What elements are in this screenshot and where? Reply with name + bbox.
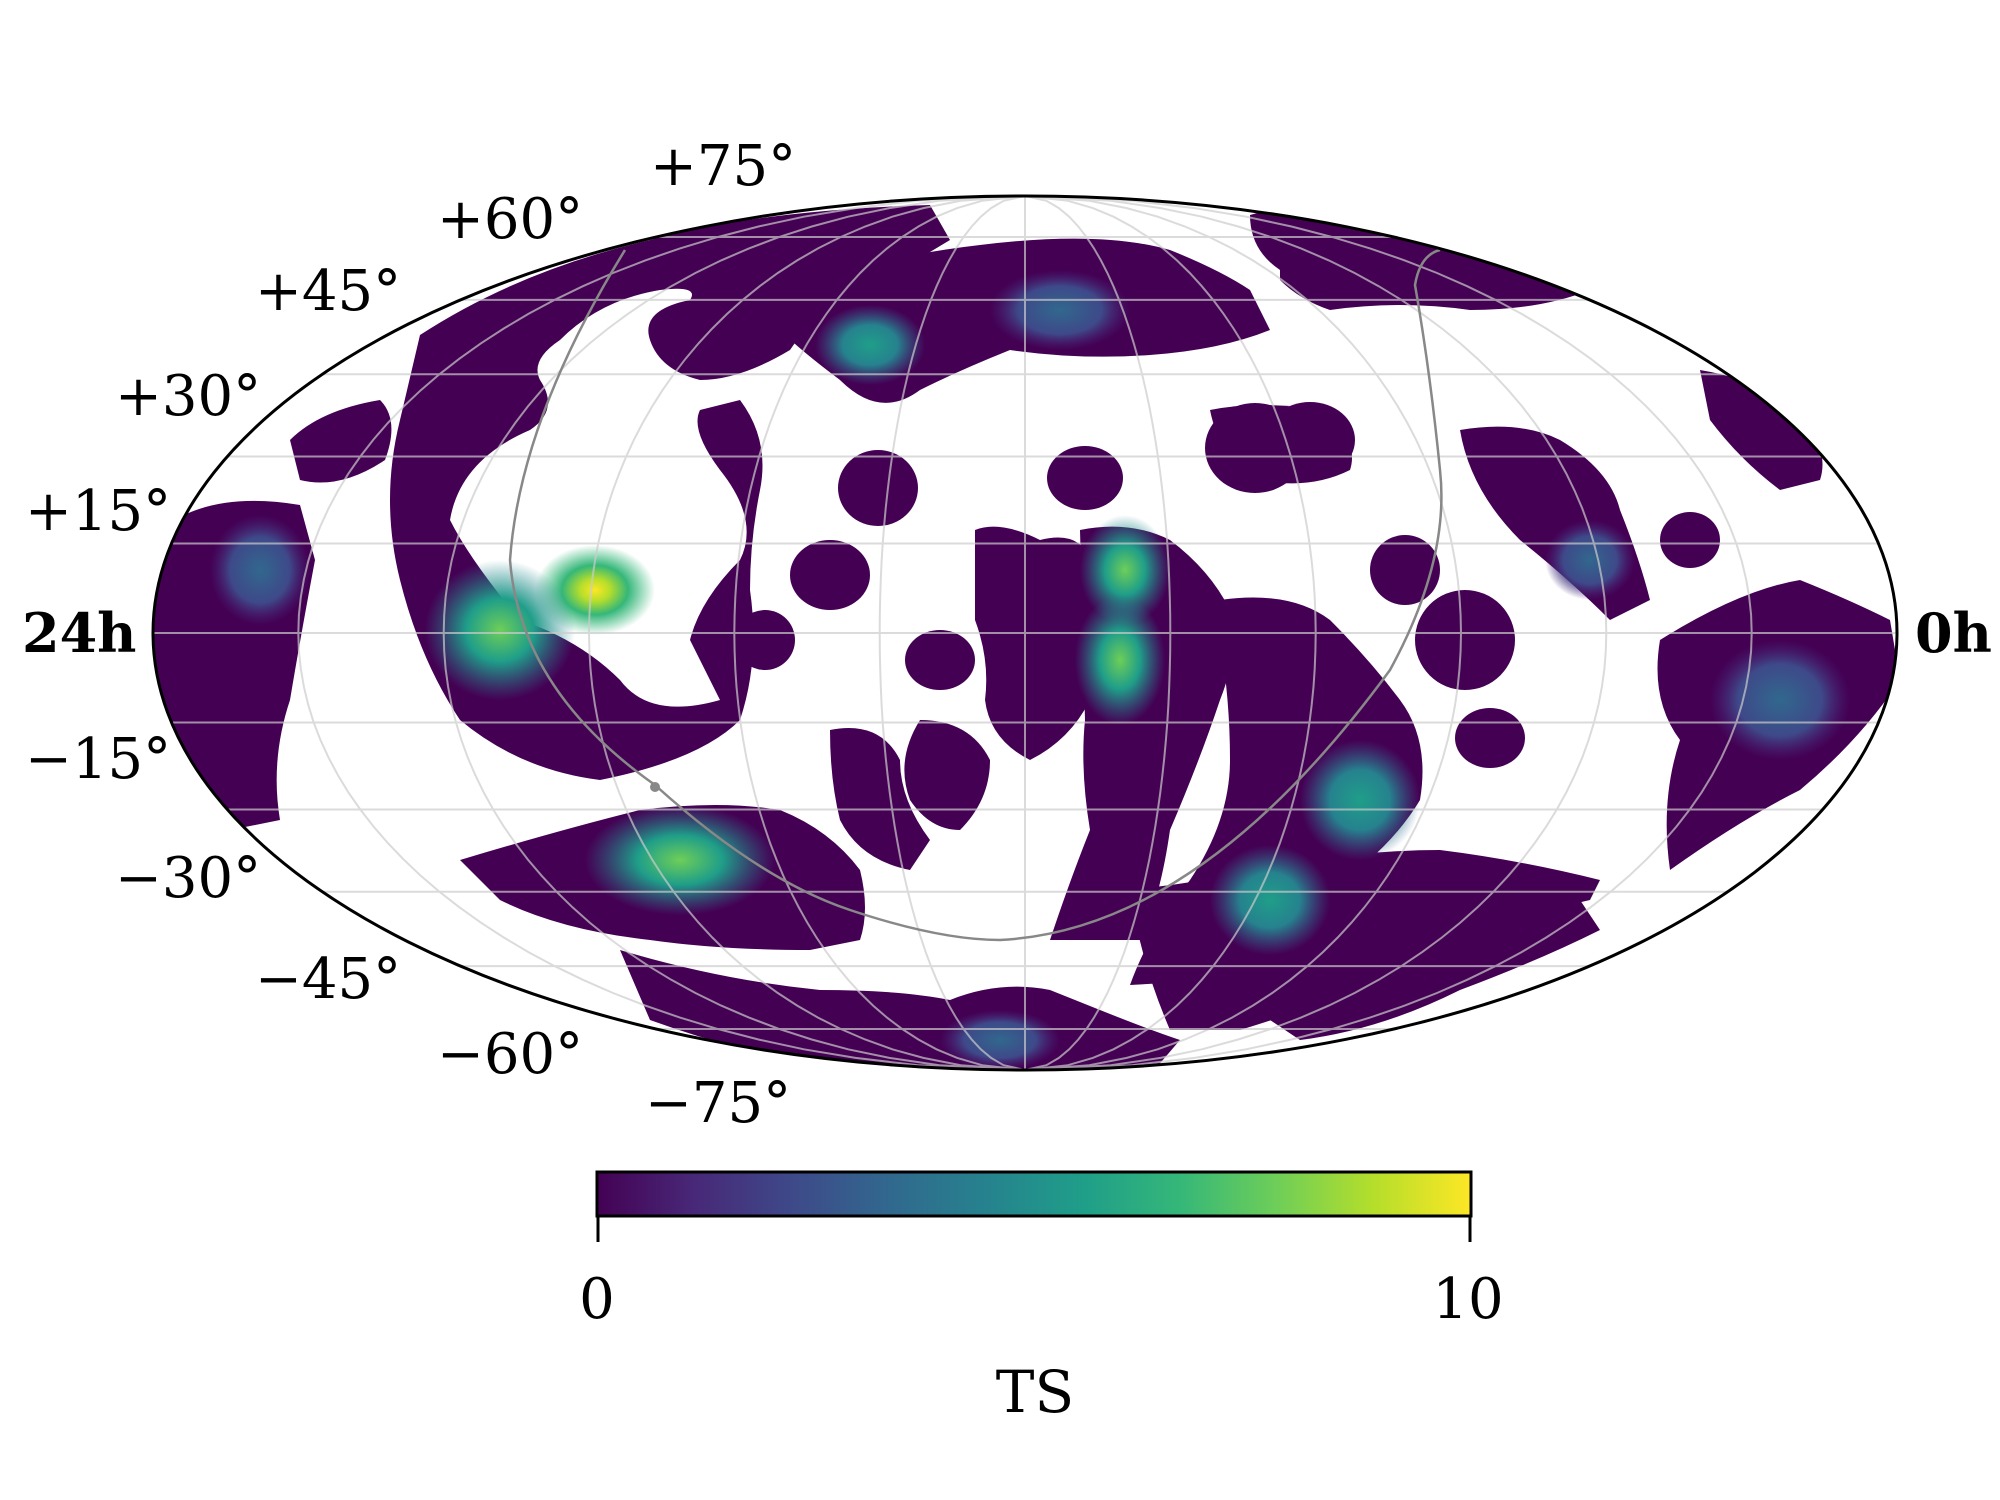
- ts-hotspot: [210, 515, 310, 625]
- dec-label-minus-30: −30°: [115, 846, 261, 911]
- galactic-plane-curve: [508, 248, 1443, 942]
- dec-label-plus-60: +60°: [437, 187, 583, 252]
- ts-map-area: [153, 196, 1897, 1070]
- ts-region: [904, 720, 990, 830]
- dec-label-plus-45: +45°: [255, 259, 401, 324]
- ts-hotspot: [1545, 520, 1635, 600]
- colorbar-title: TS: [996, 1358, 1074, 1426]
- ts-region: [1455, 708, 1525, 768]
- dec-label-minus-15: −15°: [25, 727, 171, 792]
- graticule-meridian: [1024, 196, 1172, 1070]
- dec-label-minus-45: −45°: [255, 947, 401, 1012]
- graticule-meridian: [587, 196, 1026, 1070]
- ts-region: [1700, 370, 1823, 490]
- galactic-center-marker: [650, 782, 660, 792]
- ts-hotspot: [1080, 515, 1170, 625]
- ts-hotspot: [990, 270, 1130, 350]
- colorbar-max-label: 10: [1432, 1267, 1503, 1332]
- ts-region: [830, 728, 930, 870]
- ts-region: [790, 540, 870, 610]
- colorbar-gradient: [595, 1170, 1473, 1218]
- ts-hotspot: [585, 805, 775, 915]
- graticule-meridian: [297, 196, 1026, 1070]
- dec-label-plus-30: +30°: [115, 364, 261, 429]
- ts-region: [290, 400, 392, 483]
- ts-hotspot: [425, 560, 575, 700]
- ts-hotspot: [1210, 845, 1330, 955]
- graticule-meridian: [1024, 196, 1317, 1070]
- dec-label-minus-75: −75°: [645, 1071, 791, 1136]
- ts-region: [905, 630, 975, 690]
- colorbar-min-label: 0: [579, 1267, 615, 1332]
- graticule: [153, 196, 1897, 1070]
- ra-label-left: 24h: [22, 601, 136, 665]
- ts-region: [1370, 535, 1440, 605]
- graticule-meridian: [1024, 196, 1608, 1070]
- graticule-meridian: [442, 196, 1026, 1070]
- colorbar: 0 10 TS: [579, 1170, 1504, 1426]
- ts-region: [1660, 512, 1720, 568]
- dec-label-plus-15: +15°: [25, 479, 171, 544]
- ts-region: [1047, 446, 1123, 510]
- graticule-meridian: [878, 196, 1026, 1070]
- ra-label-right: 0h: [1915, 601, 1992, 665]
- ts-region: [1280, 228, 1590, 310]
- ts-region: [735, 610, 795, 670]
- graticule-meridian: [1024, 196, 1753, 1070]
- ts-region: [975, 526, 1095, 760]
- ts-hotspot: [815, 305, 925, 385]
- ts-hotspot: [1300, 740, 1420, 860]
- ts-region: [838, 450, 918, 526]
- dec-label-plus-75: +75°: [650, 134, 796, 199]
- ts-hotspot: [1710, 640, 1850, 760]
- ts-hotspot: [940, 1010, 1060, 1070]
- map-boundary: [151, 194, 1899, 1072]
- ts-hotspot: [1075, 595, 1165, 725]
- dec-label-minus-60: −60°: [437, 1022, 583, 1087]
- graticule-meridian: [1024, 196, 1463, 1070]
- ts-region: [1415, 590, 1515, 690]
- ts-region: [1210, 405, 1352, 484]
- graticule-meridian: [733, 196, 1026, 1070]
